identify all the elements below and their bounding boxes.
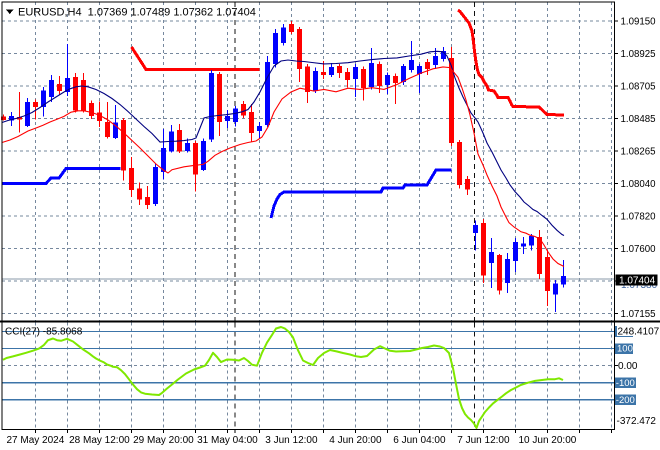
svg-text:-100: -100 bbox=[616, 378, 635, 389]
svg-text:7 Jun 12:00: 7 Jun 12:00 bbox=[457, 435, 510, 446]
svg-text:1.07820: 1.07820 bbox=[621, 211, 657, 222]
svg-text:3 Jun 12:00: 3 Jun 12:00 bbox=[265, 435, 318, 446]
svg-text:0.00: 0.00 bbox=[618, 361, 638, 372]
svg-text:1.08925: 1.08925 bbox=[621, 49, 656, 60]
svg-text:-372.472: -372.472 bbox=[617, 416, 657, 427]
svg-text:1.08040: 1.08040 bbox=[621, 179, 657, 190]
svg-text:1.09150: 1.09150 bbox=[621, 16, 657, 27]
svg-text:1.07380: 1.07380 bbox=[621, 280, 658, 291]
svg-text:-200: -200 bbox=[616, 395, 635, 406]
svg-text:1.07155: 1.07155 bbox=[621, 309, 656, 320]
svg-text:1.08485: 1.08485 bbox=[621, 114, 656, 125]
svg-text:28 May 12:00: 28 May 12:00 bbox=[69, 435, 130, 446]
svg-text:100: 100 bbox=[617, 344, 633, 355]
svg-text:248.4107: 248.4107 bbox=[618, 326, 660, 337]
svg-text:10 Jun 20:00: 10 Jun 20:00 bbox=[518, 435, 576, 446]
svg-text:EURUSD,H4 1.07369 1.07489 1.0: EURUSD,H4 1.07369 1.07489 1.07362 1.0740… bbox=[18, 7, 256, 19]
svg-text:1.08265: 1.08265 bbox=[621, 146, 656, 157]
svg-text:29 May 20:00: 29 May 20:00 bbox=[133, 435, 194, 446]
svg-text:6 Jun 04:00: 6 Jun 04:00 bbox=[393, 435, 446, 446]
svg-text:CCI(27) -85.8068: CCI(27) -85.8068 bbox=[5, 327, 83, 338]
svg-text:1.07404: 1.07404 bbox=[619, 275, 656, 286]
svg-text:31 May 04:00: 31 May 04:00 bbox=[197, 435, 258, 446]
svg-text:1.08705: 1.08705 bbox=[621, 81, 656, 92]
svg-text:4 Jun 20:00: 4 Jun 20:00 bbox=[329, 435, 382, 446]
svg-text:1.07600: 1.07600 bbox=[621, 244, 657, 255]
svg-text:27 May 2024: 27 May 2024 bbox=[6, 435, 64, 446]
